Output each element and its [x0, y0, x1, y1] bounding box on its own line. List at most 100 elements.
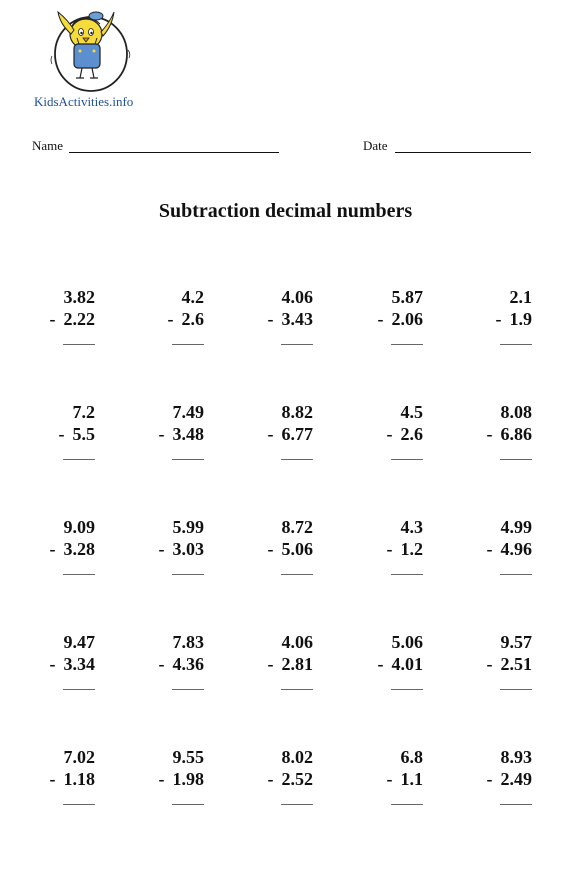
minuend: 4.3 — [400, 517, 424, 537]
answer-line[interactable] — [500, 459, 532, 460]
problem: 8.82-6.77 — [233, 401, 313, 460]
problem: 5.06-4.01 — [343, 631, 424, 690]
minus-sign: - — [386, 769, 393, 789]
minus-sign: - — [267, 654, 274, 674]
answer-line[interactable] — [63, 459, 95, 460]
answer-line[interactable] — [281, 459, 313, 460]
problem: 9.47-3.34 — [15, 631, 96, 690]
problem: 5.87-2.06 — [343, 286, 424, 345]
minuend: 8.93 — [500, 747, 533, 767]
minus-sign: - — [167, 309, 174, 329]
minuend: 5.87 — [391, 287, 424, 307]
minus-sign: - — [158, 769, 165, 789]
subtrahend: 2.06 — [391, 309, 424, 329]
minuend: 4.5 — [400, 402, 424, 422]
answer-line[interactable] — [391, 804, 423, 805]
problem: 8.08-6.86 — [452, 401, 533, 460]
answer-line[interactable] — [391, 459, 423, 460]
subtrahend-line: -2.22 — [15, 308, 96, 330]
problem: 8.02-2.52 — [233, 746, 314, 805]
minuend: 5.06 — [391, 632, 424, 652]
chick-egg-icon — [50, 10, 131, 92]
subtrahend: 4.96 — [500, 539, 533, 559]
subtrahend-line: -1.9 — [452, 308, 533, 330]
minuend: 6.8 — [400, 747, 424, 767]
problem: 4.06-3.43 — [233, 286, 314, 345]
date-field[interactable] — [395, 152, 531, 153]
problem: 4.3-1.2 — [343, 516, 424, 575]
answer-line[interactable] — [281, 804, 313, 805]
subtrahend-line: -3.03 — [124, 538, 205, 560]
answer-line[interactable] — [391, 689, 423, 690]
subtrahend-line: -1.18 — [15, 768, 96, 790]
site-logo: KidsActivities.info — [28, 4, 156, 109]
minuend: 9.57 — [500, 632, 533, 652]
minuend: 9.47 — [63, 632, 96, 652]
minus-sign: - — [58, 424, 65, 444]
minus-sign: - — [386, 539, 393, 559]
subtrahend-line: -5.5 — [15, 423, 96, 445]
answer-line[interactable] — [391, 344, 423, 345]
answer-line[interactable] — [500, 689, 532, 690]
subtrahend: 5.5 — [72, 424, 96, 444]
subtrahend-line: -3.34 — [15, 653, 96, 675]
answer-line[interactable] — [63, 689, 95, 690]
subtrahend: 6.86 — [500, 424, 533, 444]
minus-sign: - — [158, 654, 165, 674]
answer-line[interactable] — [172, 459, 204, 460]
problem: 3.82-2.22 — [15, 286, 96, 345]
name-field[interactable] — [69, 152, 279, 153]
subtrahend-line: -2.81 — [233, 653, 314, 675]
subtrahend-line: -4.36 — [124, 653, 205, 675]
answer-line[interactable] — [63, 574, 95, 575]
subtrahend: 1.9 — [509, 309, 533, 329]
answer-line[interactable] — [500, 574, 532, 575]
subtrahend-line: -5.06 — [233, 538, 314, 560]
subtrahend: 3.34 — [63, 654, 96, 674]
answer-line[interactable] — [172, 689, 204, 690]
subtrahend: 3.48 — [172, 424, 205, 444]
subtrahend: 4.36 — [172, 654, 205, 674]
answer-line[interactable] — [500, 344, 532, 345]
answer-line[interactable] — [391, 574, 423, 575]
subtrahend-line: -2.49 — [452, 768, 533, 790]
answer-line[interactable] — [281, 574, 313, 575]
problem: 4.2-2.6 — [124, 286, 204, 345]
answer-line[interactable] — [172, 344, 204, 345]
subtrahend: 2.6 — [400, 424, 424, 444]
minus-sign: - — [386, 424, 393, 444]
minus-sign: - — [377, 654, 384, 674]
subtrahend: 2.51 — [500, 654, 533, 674]
subtrahend-line: -4.01 — [343, 653, 424, 675]
minuend: 7.49 — [172, 402, 205, 422]
subtrahend: 1.1 — [400, 769, 424, 789]
minuend: 4.06 — [281, 287, 314, 307]
subtrahend: 2.52 — [281, 769, 314, 789]
answer-line[interactable] — [172, 574, 204, 575]
minuend: 9.09 — [63, 517, 96, 537]
subtrahend: 2.81 — [281, 654, 314, 674]
answer-line[interactable] — [63, 344, 95, 345]
site-name[interactable]: KidsActivities.info — [34, 94, 134, 109]
problem: 7.2-5.5 — [15, 401, 96, 460]
subtrahend: 3.03 — [172, 539, 205, 559]
problem: 9.09-3.28 — [15, 516, 96, 575]
problem: 8.72-5.06 — [233, 516, 314, 575]
subtrahend: 3.28 — [63, 539, 96, 559]
subtrahend-line: -2.6 — [343, 423, 424, 445]
subtrahend-line: -3.28 — [15, 538, 96, 560]
minus-sign: - — [49, 654, 56, 674]
answer-line[interactable] — [63, 804, 95, 805]
subtrahend-line: -1.1 — [343, 768, 424, 790]
answer-line[interactable] — [500, 804, 532, 805]
problem: 8.93-2.49 — [452, 746, 533, 805]
answer-line[interactable] — [281, 344, 313, 345]
minus-sign: - — [49, 539, 56, 559]
minus-sign: - — [49, 309, 56, 329]
subtrahend: 4.01 — [391, 654, 424, 674]
minus-sign: - — [377, 309, 384, 329]
minuend: 5.99 — [172, 517, 205, 537]
answer-line[interactable] — [172, 804, 204, 805]
minus-sign: - — [267, 769, 274, 789]
answer-line[interactable] — [281, 689, 313, 690]
